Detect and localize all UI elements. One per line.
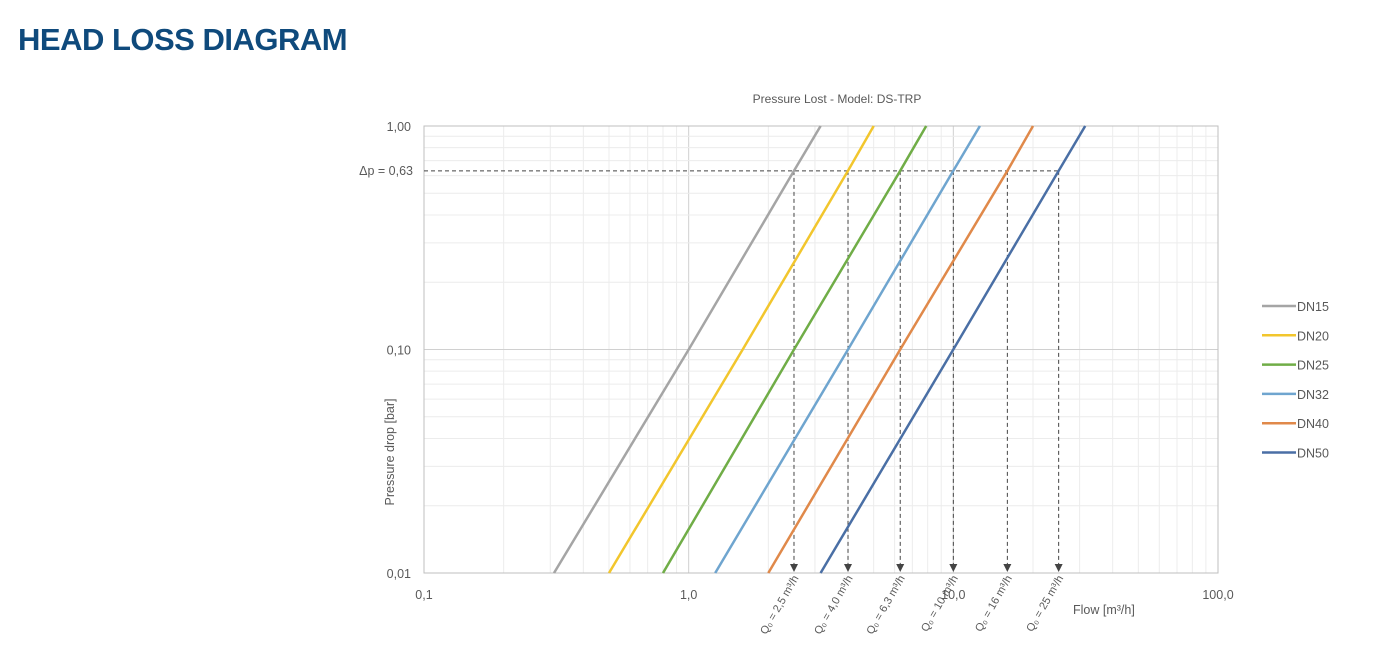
flow-annotations: Q₀ = 2,5 m³/h Q₀ = 4,0 m³/h Q₀ = 6,3 m³/h Q… (758, 574, 1066, 637)
legend-label-dn15: DN15 (1297, 300, 1329, 314)
reference-line-label: Δp = 0,63 (359, 164, 413, 178)
legend-label-dn32: DN32 (1297, 388, 1329, 402)
flow-drop-arrow (949, 564, 958, 572)
flow-drop-arrow (789, 564, 798, 572)
series-line-dn20 (607, 125, 875, 574)
x-tick-label: 10,0 (941, 588, 965, 602)
x-axis-label: Flow [m³/h] (1073, 603, 1135, 617)
legend-label-dn40: DN40 (1297, 417, 1329, 431)
series-line-dn40 (767, 125, 1035, 574)
flow-drop-arrow (844, 564, 853, 572)
y-tick-label: 0,10 (387, 344, 411, 358)
flow-annotation-label: Q₀ = 2,5 m³/h (758, 574, 801, 637)
y-tick-label: 1,00 (387, 120, 411, 134)
legend: DN15 DN20 DN25 DN32 DN40 DN50 (1262, 300, 1329, 461)
chart-title: Pressure Lost - Model: DS-TRP (753, 92, 922, 106)
legend-label-dn20: DN20 (1297, 329, 1329, 343)
series-line-dn50 (819, 125, 1087, 574)
x-tick-label: 100,0 (1202, 588, 1233, 602)
reference-lines: Δp = 0,63 (359, 164, 1063, 572)
series-lines (552, 125, 1087, 574)
chart-grid (423, 126, 1218, 574)
axis-ticks: 0,1 1,0 10,0 100,0 0,01 0,10 1,00 (387, 120, 1234, 602)
flow-annotation-label: Q₀ = 6,3 m³/h (864, 574, 907, 637)
flow-annotation-label: Q₀ = 16 m³/h (973, 574, 1015, 635)
x-tick-label: 0,1 (415, 588, 432, 602)
series-line-dn15 (552, 125, 822, 574)
flow-annotation-label: Q₀ = 10 m³/h (919, 574, 961, 635)
legend-label-dn25: DN25 (1297, 359, 1329, 373)
series-line-dn32 (714, 125, 981, 574)
legend-label-dn50: DN50 (1297, 447, 1329, 461)
flow-drop-arrow (896, 564, 905, 572)
flow-drop-arrow (1054, 564, 1063, 572)
y-axis-label: Pressure drop [bar] (383, 399, 397, 506)
series-line-dn25 (661, 125, 928, 574)
page-title: HEAD LOSS DIAGRAM (18, 22, 348, 57)
flow-annotation-label: Q₀ = 4,0 m³/h (812, 574, 855, 637)
flow-drop-arrow (1003, 564, 1012, 572)
flow-annotation-label: Q₀ = 25 m³/h (1024, 574, 1066, 635)
x-tick-label: 1,0 (680, 588, 697, 602)
y-tick-label: 0,01 (387, 567, 411, 581)
